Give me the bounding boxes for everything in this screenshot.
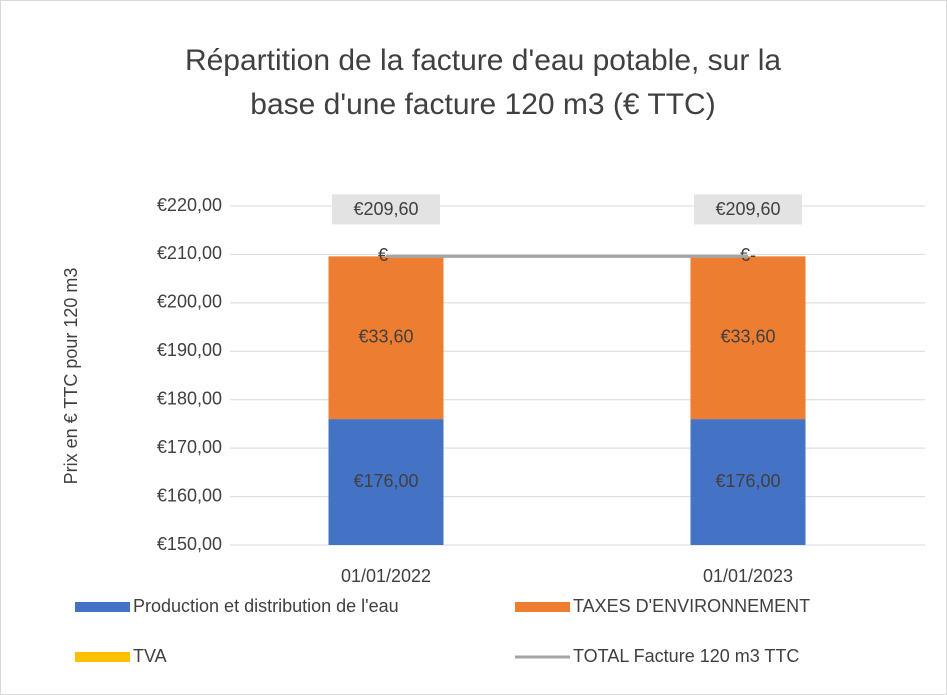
legend-label: Production et distribution de l'eau: [133, 596, 399, 616]
y-tick-label: €200,00: [157, 292, 222, 312]
y-tick-label: €180,00: [157, 388, 222, 408]
y-tick-label: €220,00: [157, 195, 222, 215]
y-tick-label: €160,00: [157, 485, 222, 505]
y-tick-label: €150,00: [157, 534, 222, 554]
bar-segment: [328, 256, 444, 420]
data-label: €33,60: [358, 326, 413, 346]
data-label: €33,60: [720, 326, 775, 346]
legend-label: TAXES D'ENVIRONNEMENT: [573, 596, 810, 616]
legend-label: TVA: [133, 646, 167, 666]
legend-swatch: [515, 602, 570, 612]
chart-title: base d'une facture 120 m3 (€ TTC): [250, 88, 715, 121]
legend-label: TOTAL Facture 120 m3 TTC: [573, 646, 799, 666]
y-axis-label: Prix en € TTC pour 120 m3: [61, 268, 81, 485]
bar-segment: [690, 256, 806, 420]
y-tick-label: €190,00: [157, 340, 222, 360]
y-tick-label: €210,00: [157, 243, 222, 263]
data-label-box: [332, 194, 440, 225]
data-label: €176,00: [353, 471, 418, 491]
bar-segment: [328, 419, 444, 545]
y-tick-label: €170,00: [157, 437, 222, 457]
chart-title: Répartition de la facture d'eau potable,…: [185, 44, 781, 77]
legend-swatch: [75, 602, 130, 612]
bar-segment: [690, 419, 806, 545]
data-label: €176,00: [715, 471, 780, 491]
legend-swatch: [75, 652, 130, 662]
data-label: €209,60: [715, 199, 780, 219]
x-tick-label: 01/01/2022: [341, 566, 431, 586]
data-label: €209,60: [353, 199, 418, 219]
x-tick-label: 01/01/2023: [703, 566, 793, 586]
data-label-box: [694, 194, 802, 225]
